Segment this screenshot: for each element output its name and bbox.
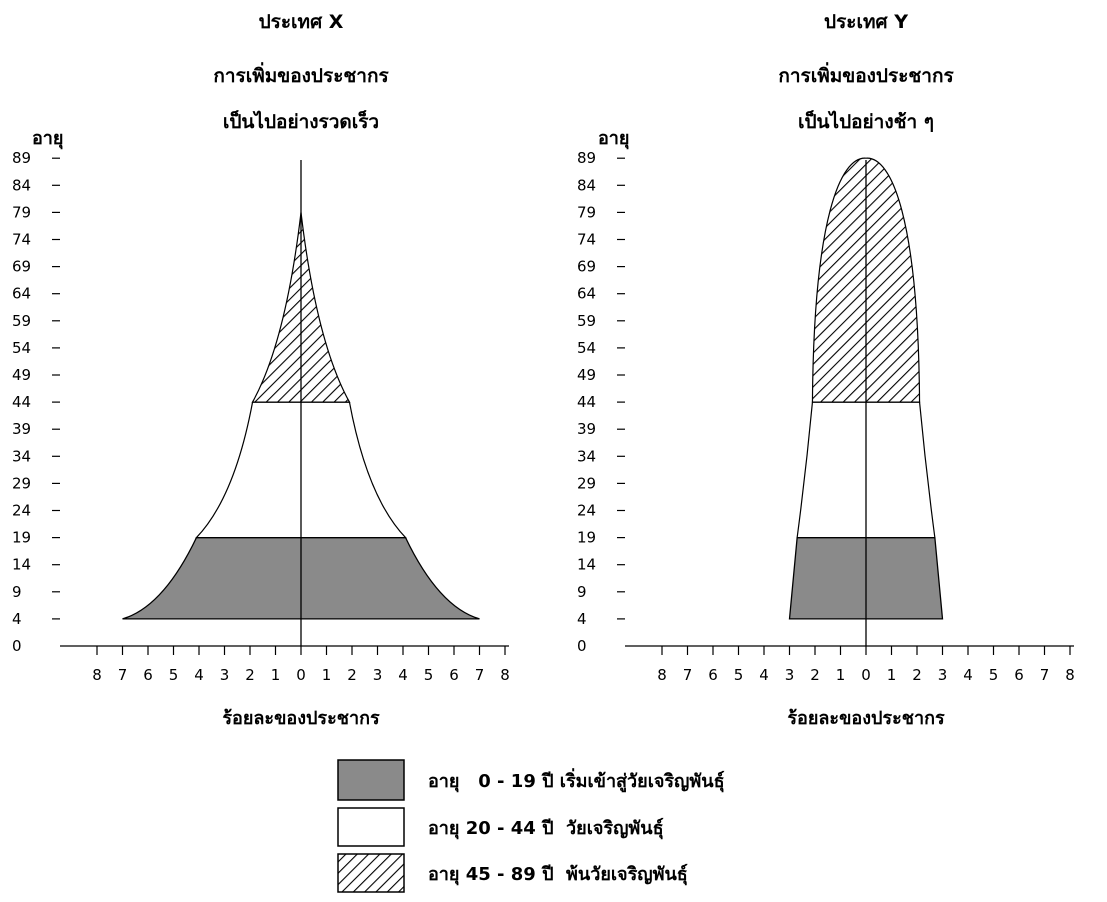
chart-y-y-tick-label: 79 bbox=[577, 203, 596, 221]
chart-y-x-tick-label: 5 bbox=[734, 666, 744, 684]
chart-y-ylabel: อายุ bbox=[598, 128, 629, 150]
chart-y-x-tick-label: 0 bbox=[861, 666, 871, 684]
chart-x-y-tick-label: 44 bbox=[12, 393, 31, 411]
chart-x-y-tick-label: 69 bbox=[12, 258, 31, 276]
chart-x-y-tick-label: 84 bbox=[12, 176, 31, 194]
chart-x-y-tick-label: 49 bbox=[12, 366, 31, 384]
chart-x-y-tick-label: 24 bbox=[12, 502, 31, 520]
chart-y-y-tick-label: 74 bbox=[577, 231, 596, 249]
chart-y-xlabel: ร้อยละของประชากร bbox=[787, 708, 945, 729]
chart-x-y-tick-label: 79 bbox=[12, 203, 31, 221]
chart-x-y-tick-label: 39 bbox=[12, 420, 31, 438]
chart-y-x-tick-label: 7 bbox=[683, 666, 693, 684]
chart-y-x-tick-label: 6 bbox=[1014, 666, 1024, 684]
chart-y-x-tick-label: 3 bbox=[785, 666, 795, 684]
legend-label-reproductive: อายุ 20 - 44 ปี วัยเจริญพันธุ์ bbox=[428, 817, 664, 840]
chart-x-y-tick-label: 59 bbox=[12, 312, 31, 330]
chart-y-y-tick-label: 34 bbox=[577, 447, 596, 465]
chart-x-y-tick-label: 74 bbox=[12, 231, 31, 249]
chart-x-x-tick-label: 4 bbox=[194, 666, 204, 684]
legend-swatch-reproductive bbox=[337, 807, 405, 847]
chart-y-x-tick-label: 4 bbox=[759, 666, 769, 684]
chart-y-y-tick-label: 54 bbox=[577, 339, 596, 357]
chart-y-y-tick-label: 69 bbox=[577, 258, 596, 276]
legend-swatch-post-reproductive bbox=[337, 853, 405, 893]
chart-y-x-tick-label: 1 bbox=[887, 666, 897, 684]
chart-x-x-tick-label: 4 bbox=[398, 666, 408, 684]
chart-y-y-tick-label: 24 bbox=[577, 502, 596, 520]
chart-y-x-tick-label: 2 bbox=[810, 666, 820, 684]
chart-x-x-tick-label: 2 bbox=[347, 666, 357, 684]
legend-label-young: อายุ 0 - 19 ปี เริ่มเข้าสู่วัยเจริญพันธุ… bbox=[428, 768, 725, 793]
chart-y-x-tick-label: 1 bbox=[836, 666, 846, 684]
chart-y-x-tick-label: 2 bbox=[912, 666, 922, 684]
chart-x-y-tick-label: 89 bbox=[12, 149, 31, 167]
chart-x-y-tick-label: 14 bbox=[12, 556, 31, 574]
chart-x-x-tick-label: 8 bbox=[500, 666, 510, 684]
chart-y-x-tick-label: 8 bbox=[657, 666, 667, 684]
chart-y-title: ประเทศ Y bbox=[824, 11, 908, 33]
chart-y-y-tick-label: 44 bbox=[577, 393, 596, 411]
chart-y-y-tick-label: 9 bbox=[577, 583, 587, 601]
chart-y-x-tick-label: 4 bbox=[963, 666, 973, 684]
chart-y-y-tick-label: 64 bbox=[577, 285, 596, 303]
chart-x-y-tick-label: 29 bbox=[12, 474, 31, 492]
chart-y-x-tick-label: 5 bbox=[989, 666, 999, 684]
chart-x-x-tick-label: 5 bbox=[169, 666, 179, 684]
chart-x-x-tick-label: 7 bbox=[475, 666, 485, 684]
legend-label-post-reproductive: อายุ 45 - 89 ปี พ้นวัยเจริญพันธุ์ bbox=[428, 863, 688, 886]
chart-x-subtitle-1: การเพิ่มของประชากร bbox=[213, 62, 389, 87]
chart-x-x-tick-label: 0 bbox=[296, 666, 306, 684]
chart-x-x-tick-label: 3 bbox=[373, 666, 383, 684]
chart-x-y-tick-label: 34 bbox=[12, 447, 31, 465]
chart-y-y-tick-label: 14 bbox=[577, 556, 596, 574]
chart-y-y-tick-label: 19 bbox=[577, 529, 596, 547]
chart-x-xlabel: ร้อยละของประชากร bbox=[222, 708, 380, 729]
chart-y-x-tick-label: 3 bbox=[938, 666, 948, 684]
chart-x-x-tick-label: 7 bbox=[118, 666, 128, 684]
chart-x-x-tick-label: 8 bbox=[92, 666, 102, 684]
chart-x-x-tick-label: 6 bbox=[143, 666, 153, 684]
legend: อายุ 0 - 19 ปี เริ่มเข้าสู่วัยเจริญพันธุ… bbox=[337, 759, 725, 893]
chart-x-x-tick-label: 2 bbox=[245, 666, 255, 684]
chart-y-x-tick-label: 6 bbox=[708, 666, 718, 684]
chart-x-x-tick-label: 3 bbox=[220, 666, 230, 684]
chart-x-ylabel: อายุ bbox=[32, 128, 63, 150]
chart-x-x-tick-label: 6 bbox=[449, 666, 459, 684]
chart-y-y-tick-label: 49 bbox=[577, 366, 596, 384]
chart-y-y-tick-label: 84 bbox=[577, 176, 596, 194]
chart-x-y-tick-label: 64 bbox=[12, 285, 31, 303]
chart-x-title: ประเทศ X bbox=[259, 11, 344, 33]
chart-country-x: ประเทศ X การเพิ่มของประชากร เป็นไปอย่างร… bbox=[12, 11, 510, 729]
legend-swatch-young bbox=[337, 759, 405, 801]
chart-y-y-tick-label: 0 bbox=[577, 637, 587, 655]
chart-x-y-tick-label: 0 bbox=[12, 637, 22, 655]
chart-x-y-tick-label: 9 bbox=[12, 583, 22, 601]
chart-y-subtitle-2: เป็นไปอย่างช้า ๆ bbox=[798, 109, 934, 133]
chart-y-x-tick-label: 7 bbox=[1040, 666, 1050, 684]
chart-y-y-tick-label: 89 bbox=[577, 149, 596, 167]
chart-x-x-tick-label: 5 bbox=[424, 666, 434, 684]
chart-x-y-tick-label: 4 bbox=[12, 610, 22, 628]
chart-x-subtitle-2: เป็นไปอย่างรวดเร็ว bbox=[223, 109, 379, 133]
chart-x-y-tick-label: 19 bbox=[12, 529, 31, 547]
chart-y-y-tick-label: 29 bbox=[577, 474, 596, 492]
chart-country-y: ประเทศ Y การเพิ่มของประชากร เป็นไปอย่างช… bbox=[577, 11, 1075, 729]
chart-y-subtitle-1: การเพิ่มของประชากร bbox=[778, 62, 954, 87]
chart-y-y-tick-label: 4 bbox=[577, 610, 587, 628]
chart-x-x-tick-label: 1 bbox=[271, 666, 281, 684]
chart-x-y-tick-label: 54 bbox=[12, 339, 31, 357]
chart-y-y-tick-label: 39 bbox=[577, 420, 596, 438]
chart-x-x-tick-label: 1 bbox=[322, 666, 332, 684]
chart-y-y-tick-label: 59 bbox=[577, 312, 596, 330]
chart-y-x-tick-label: 8 bbox=[1065, 666, 1075, 684]
